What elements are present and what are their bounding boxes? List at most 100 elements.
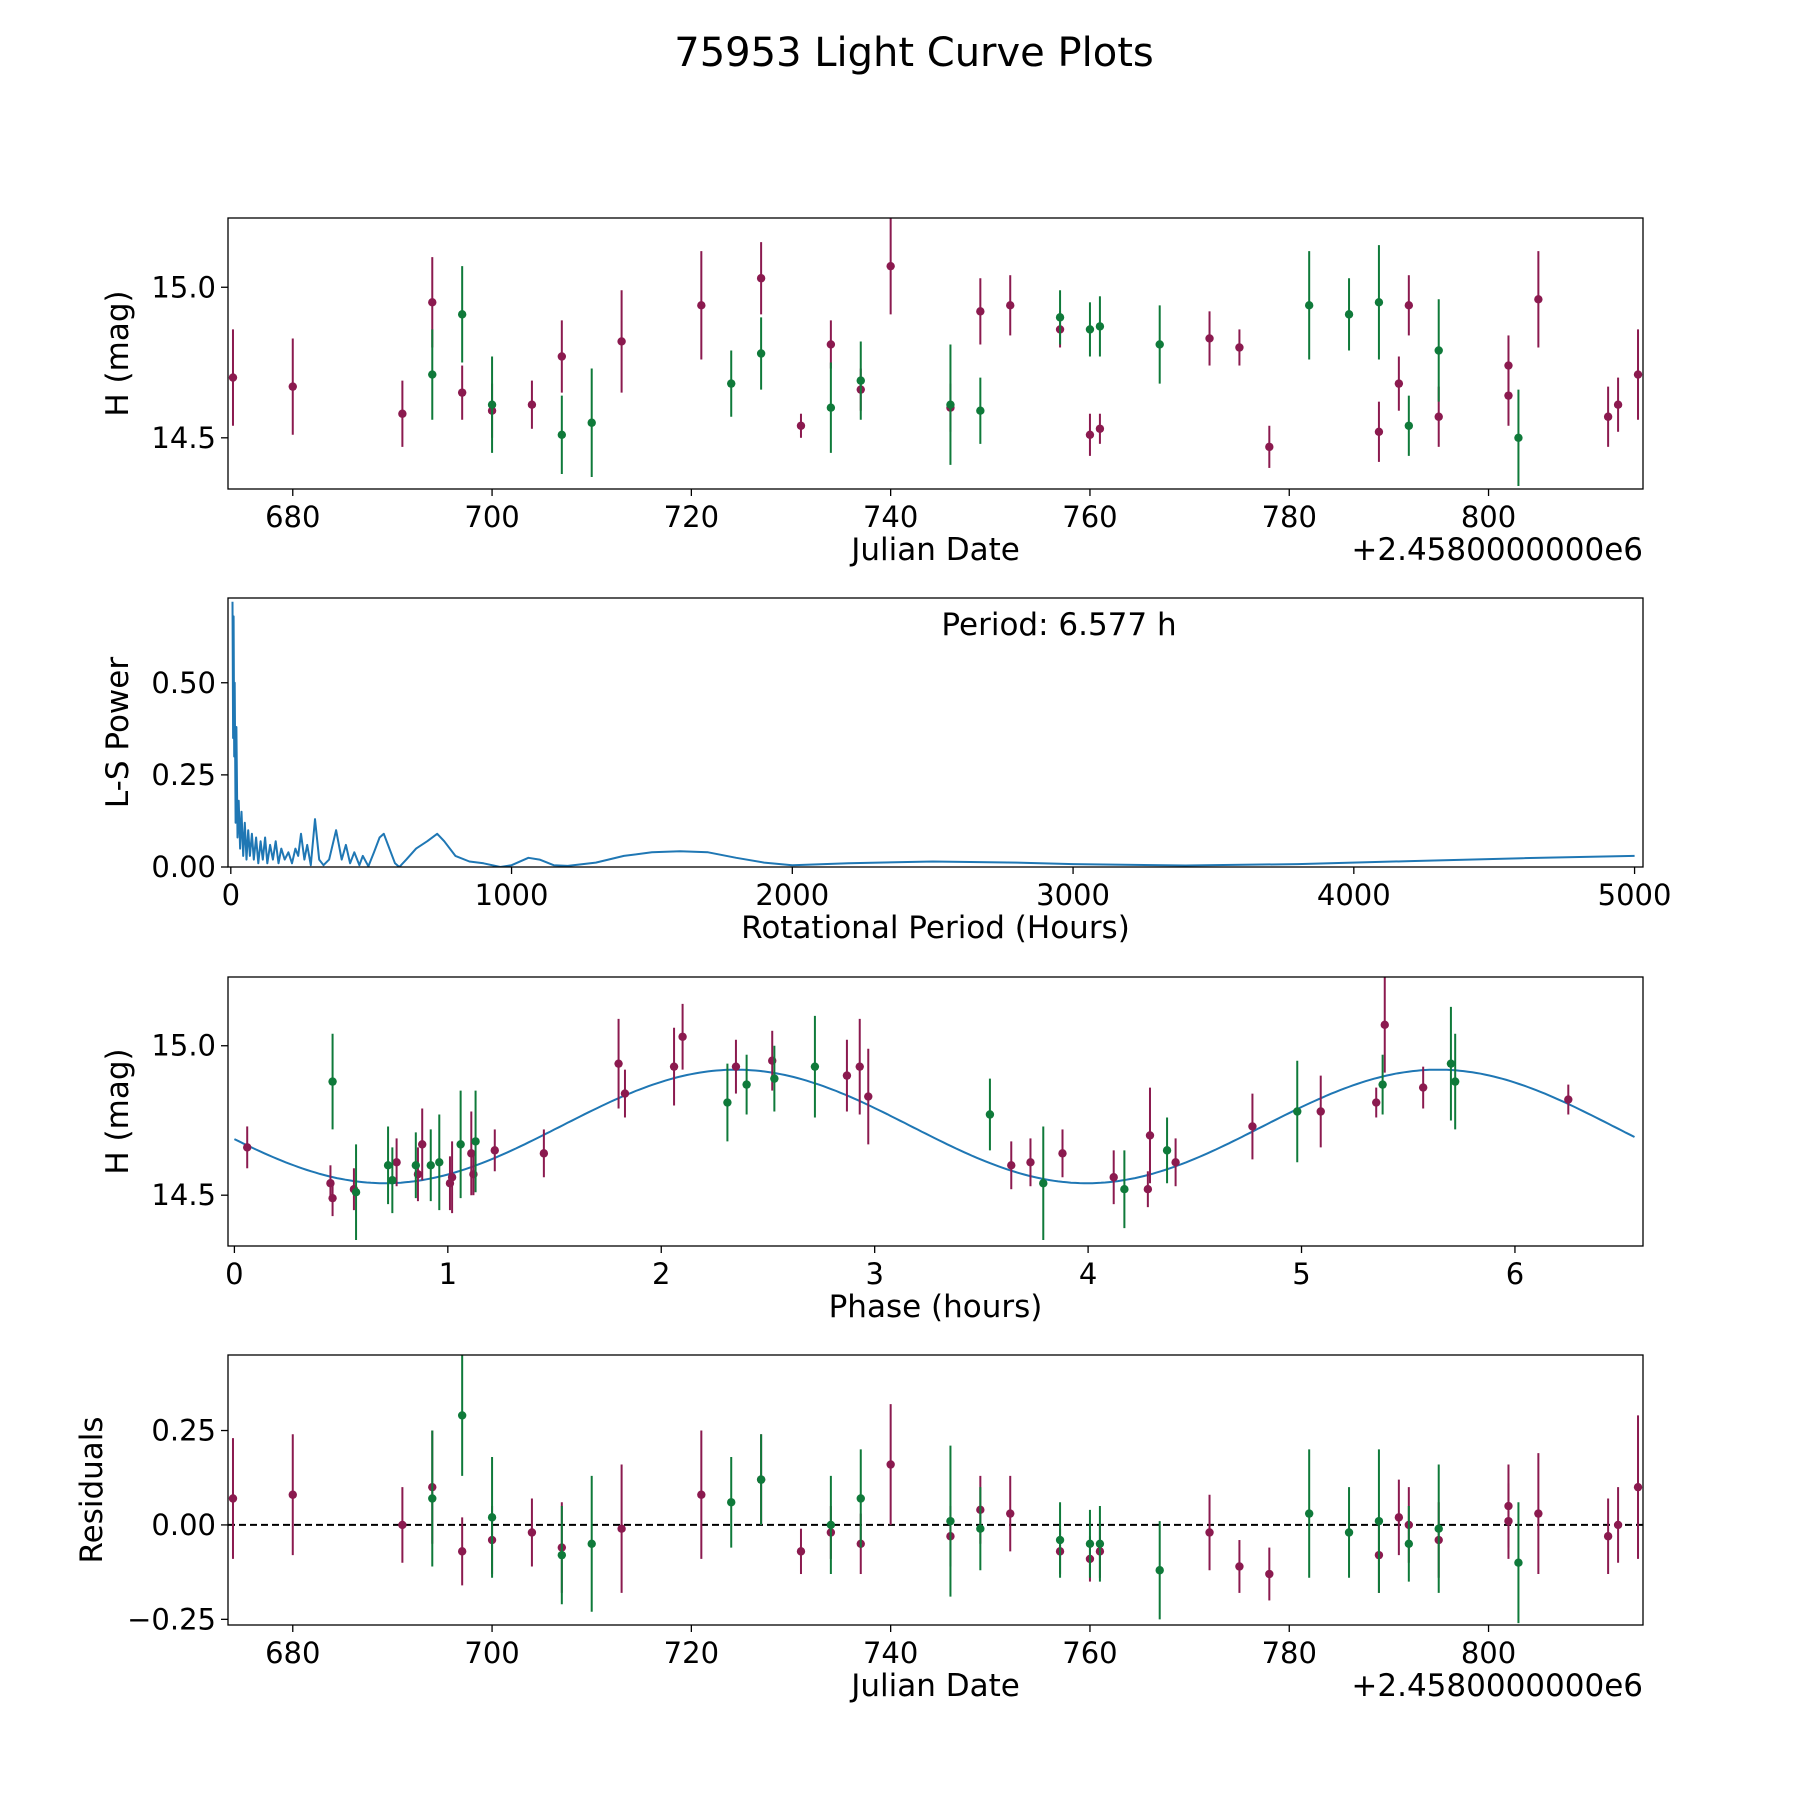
data-point — [539, 1149, 549, 1158]
data-point — [1095, 424, 1105, 433]
data-point — [756, 274, 766, 283]
data-point — [1039, 1179, 1048, 1188]
data-point — [796, 421, 806, 430]
data-point — [1372, 1098, 1381, 1107]
x-tick-label: 2000 — [755, 878, 829, 912]
data-point — [1633, 370, 1643, 379]
data-point — [723, 1098, 732, 1107]
data-point — [228, 373, 238, 382]
y-tick-label: 0.50 — [151, 666, 216, 700]
data-point — [1374, 427, 1384, 436]
x-tick-label: 720 — [664, 500, 719, 534]
data-point — [1394, 1513, 1404, 1522]
data-point — [1504, 1516, 1513, 1526]
data-point — [587, 1539, 596, 1549]
x-tick-label: 0 — [222, 878, 240, 912]
data-point — [620, 1089, 630, 1098]
data-point — [487, 400, 497, 409]
x-tick-label: 2 — [652, 1257, 670, 1291]
period-annotation: Period: 6.577 h — [941, 607, 1176, 643]
data-point — [976, 406, 985, 415]
data-point — [1534, 1509, 1543, 1518]
data-point — [756, 1475, 766, 1484]
data-point — [1205, 334, 1214, 343]
data-point — [1007, 1161, 1016, 1170]
data-point — [418, 1140, 427, 1149]
plot-area — [228, 1355, 1643, 1624]
data-point — [1404, 421, 1414, 430]
data-point — [471, 1137, 480, 1146]
data-point — [1055, 313, 1065, 322]
x-tick-label: 680 — [265, 1636, 320, 1670]
data-point — [826, 1520, 836, 1530]
data-point — [1293, 1107, 1302, 1116]
data-point — [1265, 1569, 1274, 1579]
data-point — [1006, 301, 1015, 310]
y-tick-label: 15.0 — [151, 1029, 216, 1063]
data-point — [855, 1062, 864, 1071]
data-point — [770, 1074, 779, 1083]
data-point — [826, 340, 836, 349]
plot-frame — [227, 597, 1644, 868]
data-point — [1248, 1122, 1257, 1131]
data-point — [1171, 1158, 1180, 1167]
x-tick-label: 4 — [1079, 1257, 1097, 1291]
data-point — [886, 1460, 895, 1469]
x-tick-label: 5 — [1292, 1257, 1310, 1291]
data-point — [228, 1494, 238, 1503]
y-axis-label: Residuals — [74, 1416, 110, 1563]
data-point — [447, 1173, 457, 1182]
data-point — [1394, 379, 1404, 388]
data-point — [669, 1062, 679, 1071]
data-point — [1095, 1539, 1105, 1549]
data-point — [587, 418, 596, 427]
data-point — [1145, 1131, 1155, 1140]
data-point — [398, 409, 407, 418]
periodogram-panel: 0 1000 2000 3000 4000 5000 0.00 0.25 0.50 Rotatio… — [100, 597, 1671, 946]
data-point — [1613, 1520, 1623, 1530]
data-point — [678, 1032, 687, 1041]
data-point — [1613, 400, 1623, 409]
data-point — [1143, 1185, 1153, 1194]
data-point — [864, 1092, 873, 1101]
data-point — [1265, 442, 1274, 452]
data-point — [328, 1193, 337, 1203]
x-tick-label: 1 — [439, 1257, 457, 1291]
data-point — [1514, 433, 1523, 443]
plot-area — [228, 218, 1643, 486]
data-point — [1344, 1528, 1354, 1537]
data-point — [392, 1158, 401, 1167]
data-point — [886, 261, 895, 271]
data-point — [457, 388, 467, 397]
data-point — [1085, 1539, 1095, 1549]
data-point — [1344, 310, 1354, 319]
x-offset-label: +2.4580000000e6 — [1351, 532, 1643, 568]
data-point — [985, 1110, 995, 1119]
data-point — [1120, 1185, 1129, 1194]
data-point — [810, 1062, 820, 1071]
x-tick-label: 3000 — [1036, 878, 1110, 912]
data-point — [1434, 412, 1443, 421]
phased-panel: 0 1 2 3 4 5 6 14.5 15.0 Phase (hours) H (mag) — [100, 976, 1644, 1325]
data-point — [1504, 391, 1513, 400]
data-point — [288, 1490, 297, 1499]
x-tick-label: 700 — [464, 500, 519, 534]
y-tick-label: 14.5 — [151, 1178, 216, 1212]
residuals-panel: 680 700 720 740 760 780 800 −0.25 0.00 0.25 Julian… — [74, 1354, 1644, 1704]
x-axis-label: Julian Date — [849, 532, 1020, 568]
data-point — [1434, 346, 1443, 355]
data-point — [1418, 1083, 1428, 1092]
x-tick-label: 780 — [1262, 1636, 1317, 1670]
data-point — [1404, 1539, 1414, 1549]
x-tick-label: 740 — [863, 500, 918, 534]
plot-frame — [227, 976, 1644, 1247]
data-point — [1633, 1482, 1643, 1492]
data-point — [856, 1494, 865, 1503]
x-tick-label: 680 — [265, 500, 320, 534]
data-point — [1235, 343, 1244, 352]
data-point — [1095, 322, 1105, 331]
data-point — [435, 1158, 444, 1167]
data-point — [1434, 1524, 1443, 1533]
data-point — [727, 1498, 736, 1507]
data-point — [1162, 1146, 1172, 1155]
